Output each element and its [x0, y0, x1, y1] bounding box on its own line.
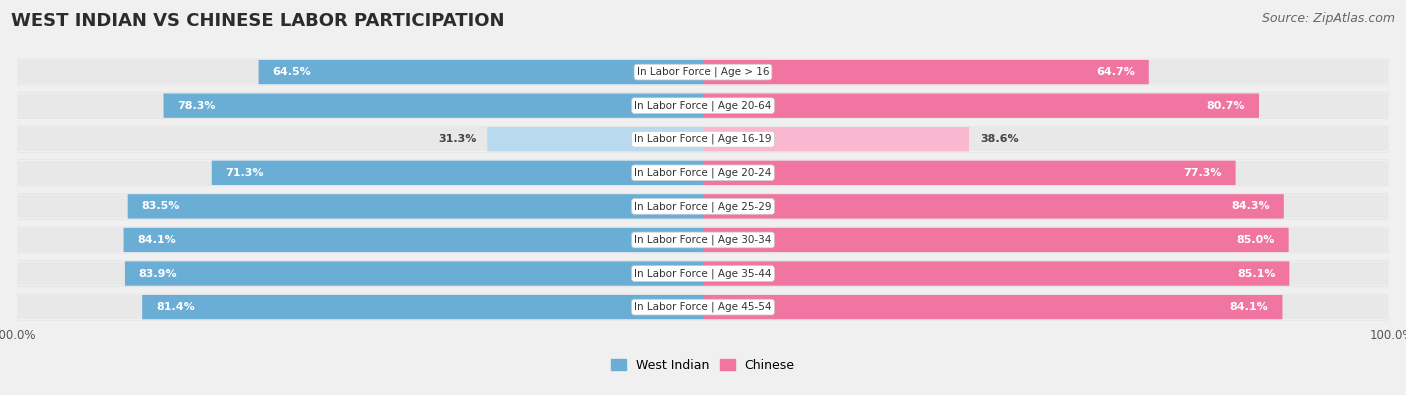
FancyBboxPatch shape: [18, 59, 1388, 85]
Text: 64.7%: 64.7%: [1097, 67, 1135, 77]
Text: 31.3%: 31.3%: [437, 134, 477, 144]
Text: In Labor Force | Age 20-64: In Labor Force | Age 20-64: [634, 100, 772, 111]
FancyBboxPatch shape: [703, 94, 1258, 118]
Text: 78.3%: 78.3%: [177, 101, 217, 111]
Text: 71.3%: 71.3%: [225, 168, 264, 178]
FancyBboxPatch shape: [18, 160, 1388, 186]
Text: In Labor Force | Age 30-34: In Labor Force | Age 30-34: [634, 235, 772, 245]
Text: 81.4%: 81.4%: [156, 302, 195, 312]
FancyBboxPatch shape: [703, 127, 969, 151]
FancyBboxPatch shape: [703, 261, 1289, 286]
FancyBboxPatch shape: [703, 295, 1282, 319]
FancyBboxPatch shape: [703, 261, 1388, 286]
Text: 84.1%: 84.1%: [138, 235, 176, 245]
Text: 38.6%: 38.6%: [980, 134, 1018, 144]
FancyBboxPatch shape: [18, 228, 703, 252]
FancyBboxPatch shape: [703, 94, 1388, 118]
Text: 84.3%: 84.3%: [1232, 201, 1270, 211]
FancyBboxPatch shape: [18, 194, 703, 218]
FancyBboxPatch shape: [703, 295, 1388, 319]
FancyBboxPatch shape: [18, 127, 703, 151]
Text: 85.1%: 85.1%: [1237, 269, 1275, 278]
Text: 85.0%: 85.0%: [1236, 235, 1275, 245]
FancyBboxPatch shape: [18, 60, 703, 84]
Text: In Labor Force | Age 20-24: In Labor Force | Age 20-24: [634, 167, 772, 178]
FancyBboxPatch shape: [163, 94, 703, 118]
FancyBboxPatch shape: [18, 93, 1388, 118]
Text: 77.3%: 77.3%: [1184, 168, 1222, 178]
FancyBboxPatch shape: [703, 194, 1284, 218]
Legend: West Indian, Chinese: West Indian, Chinese: [606, 354, 800, 377]
Text: Source: ZipAtlas.com: Source: ZipAtlas.com: [1261, 12, 1395, 25]
Text: WEST INDIAN VS CHINESE LABOR PARTICIPATION: WEST INDIAN VS CHINESE LABOR PARTICIPATI…: [11, 12, 505, 30]
Text: In Labor Force | Age 35-44: In Labor Force | Age 35-44: [634, 268, 772, 279]
FancyBboxPatch shape: [128, 194, 703, 218]
Text: 64.5%: 64.5%: [273, 67, 311, 77]
FancyBboxPatch shape: [18, 294, 1388, 320]
FancyBboxPatch shape: [703, 161, 1236, 185]
FancyBboxPatch shape: [125, 261, 703, 286]
FancyBboxPatch shape: [18, 161, 703, 185]
FancyBboxPatch shape: [18, 295, 703, 319]
FancyBboxPatch shape: [703, 228, 1388, 252]
FancyBboxPatch shape: [703, 127, 1388, 151]
Text: 83.5%: 83.5%: [142, 201, 180, 211]
FancyBboxPatch shape: [703, 194, 1388, 218]
Text: In Labor Force | Age 25-29: In Labor Force | Age 25-29: [634, 201, 772, 212]
FancyBboxPatch shape: [18, 194, 1388, 219]
Text: 83.9%: 83.9%: [139, 269, 177, 278]
FancyBboxPatch shape: [703, 60, 1149, 84]
Text: 80.7%: 80.7%: [1206, 101, 1246, 111]
FancyBboxPatch shape: [259, 60, 703, 84]
FancyBboxPatch shape: [18, 227, 1388, 253]
FancyBboxPatch shape: [18, 126, 1388, 152]
Text: In Labor Force | Age 16-19: In Labor Force | Age 16-19: [634, 134, 772, 145]
Text: In Labor Force | Age 45-54: In Labor Force | Age 45-54: [634, 302, 772, 312]
Text: 84.1%: 84.1%: [1230, 302, 1268, 312]
FancyBboxPatch shape: [488, 127, 703, 151]
FancyBboxPatch shape: [703, 161, 1388, 185]
FancyBboxPatch shape: [18, 261, 1388, 286]
FancyBboxPatch shape: [142, 295, 703, 319]
FancyBboxPatch shape: [18, 94, 703, 118]
FancyBboxPatch shape: [18, 261, 703, 286]
Text: In Labor Force | Age > 16: In Labor Force | Age > 16: [637, 67, 769, 77]
FancyBboxPatch shape: [212, 161, 703, 185]
FancyBboxPatch shape: [703, 60, 1388, 84]
FancyBboxPatch shape: [124, 228, 703, 252]
FancyBboxPatch shape: [703, 228, 1289, 252]
